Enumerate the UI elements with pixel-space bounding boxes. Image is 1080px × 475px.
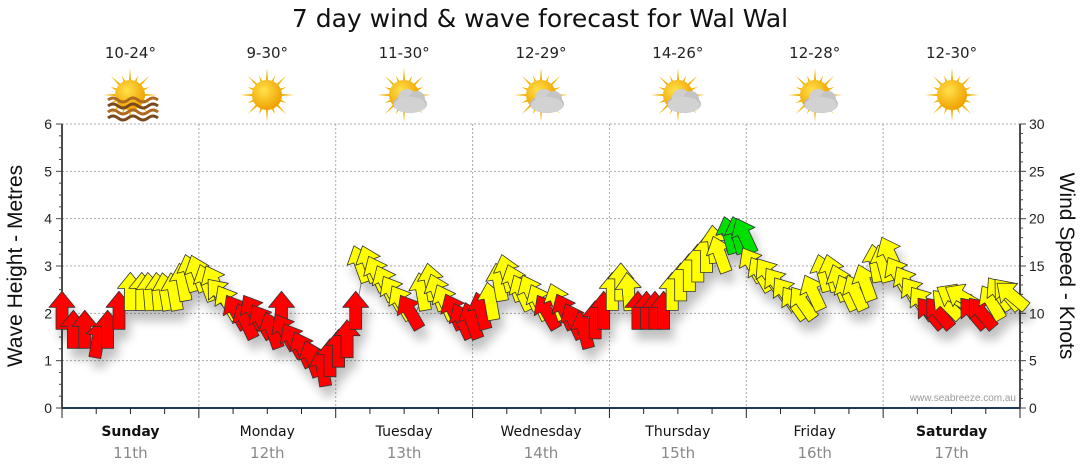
partly-cloudy-icon	[785, 68, 845, 124]
day-label-tuesday: Tuesday	[375, 424, 433, 440]
date-label: 12th	[250, 444, 284, 462]
right-tick-label: 30	[1029, 116, 1045, 132]
left-tick-label: 5	[44, 163, 52, 179]
day-label-friday: Friday	[793, 424, 835, 440]
left-tick-label: 1	[44, 353, 52, 369]
temperature-range: 9-30°	[246, 44, 289, 62]
temperature-range: 12-28°	[789, 44, 841, 62]
temperature-range: 12-30°	[926, 44, 978, 62]
right-tick-label: 20	[1029, 211, 1045, 227]
credit-text: www.seabreeze.com.au	[909, 393, 1016, 404]
day-label-thursday: Thursday	[644, 424, 710, 440]
temperature-range: 12-29°	[515, 44, 567, 62]
left-axis-title: Wave Height - Metres	[4, 165, 27, 367]
wind-arrow	[342, 290, 370, 330]
sun-icon	[237, 68, 297, 124]
date-label: 16th	[797, 444, 831, 462]
left-tick-label: 3	[44, 258, 52, 274]
left-tick-label: 0	[44, 400, 52, 416]
day-label-saturday: Saturday	[916, 424, 987, 440]
sun-haze-icon	[100, 68, 160, 124]
left-tick-label: 4	[44, 211, 52, 227]
right-tick-label: 15	[1029, 258, 1045, 274]
date-label: 15th	[661, 444, 695, 462]
wind-arrows	[48, 216, 1031, 388]
right-axis-title: Wind Speed - Knots	[1055, 173, 1078, 360]
temperature-range: 14-26°	[652, 44, 704, 62]
partly-cloudy-icon	[374, 68, 434, 124]
partly-cloudy-icon	[511, 68, 571, 124]
day-label-monday: Monday	[240, 424, 295, 440]
sun-icon	[922, 68, 982, 124]
right-tick-label: 5	[1029, 353, 1037, 369]
left-tick-label: 2	[44, 305, 52, 321]
day-label-sunday: Sunday	[101, 424, 159, 440]
right-tick-label: 10	[1029, 305, 1045, 321]
wind-arrow	[996, 282, 1031, 313]
date-label: 17th	[934, 444, 968, 462]
wind-arrow	[48, 290, 76, 330]
date-label: 14th	[524, 444, 558, 462]
left-tick-label: 6	[44, 116, 52, 132]
day-label-wednesday: Wednesday	[500, 424, 581, 440]
temperature-range: 11-30°	[378, 44, 430, 62]
date-label: 11th	[113, 444, 147, 462]
chart-title: 7 day wind & wave forecast for Wal Wal	[291, 4, 789, 33]
right-tick-label: 25	[1029, 163, 1045, 179]
date-label: 13th	[387, 444, 421, 462]
temperature-range: 10-24°	[104, 44, 156, 62]
right-tick-label: 0	[1029, 400, 1037, 416]
partly-cloudy-icon	[648, 68, 708, 124]
